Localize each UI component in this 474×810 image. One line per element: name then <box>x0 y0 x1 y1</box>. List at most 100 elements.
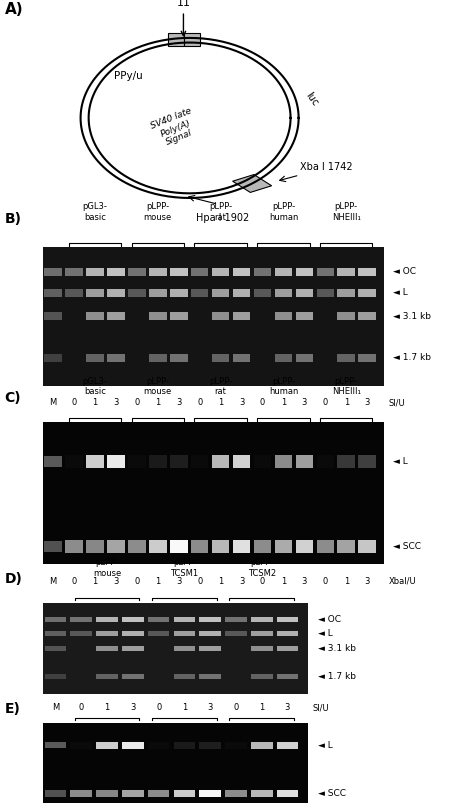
Bar <box>122 631 144 636</box>
Bar <box>277 617 298 622</box>
Bar <box>149 268 166 275</box>
Text: ◄ OC: ◄ OC <box>393 267 417 276</box>
Bar <box>233 289 250 296</box>
Bar <box>191 540 209 553</box>
Bar <box>191 268 209 275</box>
Bar <box>122 674 144 679</box>
Bar <box>45 456 62 467</box>
Text: pLPP-
rat: pLPP- rat <box>209 377 232 396</box>
Text: Xba l 1742: Xba l 1742 <box>300 162 352 172</box>
Text: 0: 0 <box>134 399 139 407</box>
Bar <box>173 674 195 679</box>
Bar <box>173 646 195 651</box>
Bar <box>96 631 118 636</box>
Bar <box>274 455 292 467</box>
Bar <box>148 742 169 748</box>
Bar <box>86 354 104 362</box>
Bar <box>233 268 250 275</box>
Text: ◄ L: ◄ L <box>318 740 332 750</box>
Text: pLPP-
TCSM1: pLPP- TCSM1 <box>170 558 199 578</box>
Bar <box>96 674 118 679</box>
Bar <box>170 289 188 296</box>
Text: 0: 0 <box>79 703 84 712</box>
Bar <box>173 631 195 636</box>
Text: 3: 3 <box>301 399 307 407</box>
Bar <box>128 540 146 553</box>
Bar <box>107 268 125 275</box>
Bar <box>317 540 334 553</box>
Bar <box>337 289 355 296</box>
Bar <box>358 354 376 362</box>
Bar <box>170 268 188 275</box>
Bar <box>254 268 271 275</box>
Text: 0: 0 <box>72 399 77 407</box>
Bar <box>45 313 62 320</box>
Bar <box>277 742 298 748</box>
Bar <box>254 455 271 467</box>
Bar <box>317 268 334 275</box>
Bar <box>149 455 166 467</box>
Text: luc: luc <box>303 90 320 108</box>
Text: C): C) <box>5 390 21 405</box>
Bar <box>170 313 188 320</box>
Bar <box>212 540 229 553</box>
Bar <box>212 313 229 320</box>
Bar <box>173 791 195 797</box>
Bar <box>212 354 229 362</box>
Text: pLPP-
human: pLPP- human <box>269 202 298 221</box>
Bar <box>225 617 247 622</box>
Bar <box>251 674 273 679</box>
Text: pGL3-
basic: pGL3- basic <box>82 377 108 396</box>
Bar <box>233 540 250 553</box>
Text: pLPP-
human: pLPP- human <box>269 377 298 396</box>
Text: E): E) <box>5 701 20 716</box>
Bar <box>296 268 313 275</box>
Text: PPy/u: PPy/u <box>114 70 142 81</box>
Bar <box>43 723 308 804</box>
Text: 0: 0 <box>260 577 265 586</box>
Bar <box>337 455 355 467</box>
Bar <box>65 289 83 296</box>
Text: ◄ L: ◄ L <box>393 288 408 297</box>
Text: Xbal/U: Xbal/U <box>389 577 416 586</box>
Text: 0: 0 <box>323 577 328 586</box>
Text: 1: 1 <box>92 577 98 586</box>
Text: pLPP-
rat: pLPP- rat <box>209 202 232 221</box>
Bar <box>43 603 308 694</box>
Bar <box>122 646 144 651</box>
Text: ◄ 1.7 kb: ◄ 1.7 kb <box>318 671 356 680</box>
Bar <box>358 313 376 320</box>
Bar <box>212 268 229 275</box>
Bar <box>191 455 209 467</box>
Bar <box>71 617 92 622</box>
Bar <box>128 268 146 275</box>
Text: 1: 1 <box>344 577 349 586</box>
Bar <box>128 289 146 296</box>
Bar <box>184 32 200 46</box>
Bar <box>200 617 221 622</box>
Bar <box>173 617 195 622</box>
Bar <box>45 742 66 748</box>
Bar <box>71 631 92 636</box>
Text: 0: 0 <box>260 399 265 407</box>
Bar <box>45 617 66 622</box>
Bar <box>107 289 125 296</box>
Text: ◄ 1.7 kb: ◄ 1.7 kb <box>393 353 431 362</box>
Bar <box>96 742 118 748</box>
Bar <box>45 646 66 651</box>
Bar <box>251 646 273 651</box>
Bar <box>296 540 313 553</box>
Bar <box>233 354 250 362</box>
Bar <box>45 674 66 679</box>
Bar <box>358 289 376 296</box>
Text: SV40 late
Poly(A)
Signal: SV40 late Poly(A) Signal <box>150 107 201 151</box>
Bar <box>148 631 169 636</box>
Bar <box>254 540 271 553</box>
Bar <box>200 631 221 636</box>
Bar <box>86 289 104 296</box>
Text: ◄ OC: ◄ OC <box>318 616 341 625</box>
Bar <box>191 289 209 296</box>
Bar <box>337 540 355 553</box>
Bar <box>173 742 195 748</box>
Bar <box>337 268 355 275</box>
